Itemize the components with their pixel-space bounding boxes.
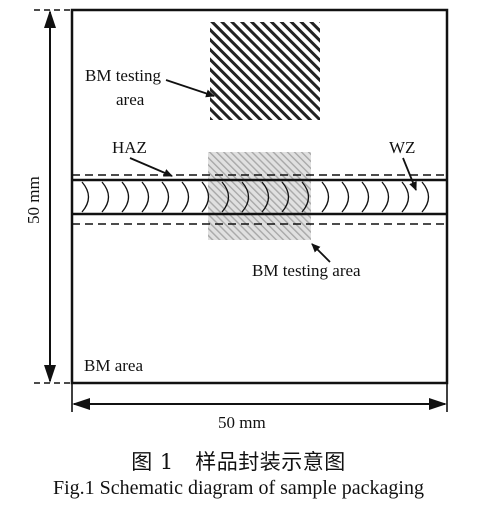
height-arrow-bottom (44, 365, 56, 383)
bm-testing-area-bottom (208, 152, 311, 240)
arrow-bm-testing-bottom (311, 243, 331, 263)
label-bm-testing-top-line1: BM testing (85, 66, 162, 85)
weld-ripple (141, 181, 150, 213)
label-wz: WZ (389, 138, 415, 157)
arrow-wz (402, 157, 417, 191)
weld-ripple (121, 181, 130, 213)
height-arrow-top (44, 10, 56, 28)
weld-ripple (321, 181, 330, 213)
weld-ripple (181, 181, 190, 213)
weld-ripple (281, 181, 290, 213)
weld-ripple (301, 181, 310, 213)
width-arrow-left (72, 398, 90, 410)
arrow-bm-testing-top (165, 79, 215, 98)
figure-caption-chinese: 图 1 样品封装示意图 (131, 450, 346, 474)
weld-ripple (361, 181, 370, 213)
arrow-haz (129, 157, 173, 177)
bm-testing-area-top (210, 22, 320, 120)
label-bm-testing-bottom: BM testing area (252, 261, 361, 280)
weld-ripple (381, 181, 390, 213)
weld-ripple (221, 181, 230, 213)
width-arrow-right (429, 398, 447, 410)
label-haz: HAZ (112, 138, 147, 157)
weld-ripple (101, 181, 110, 213)
sample-outline (70, 8, 449, 385)
figure-caption-english: Fig.1 Schematic diagram of sample packag… (52, 477, 424, 499)
label-height-dimension: 50 mm (24, 176, 43, 224)
weld-ripple (421, 181, 430, 213)
label-bm-area: BM area (84, 356, 143, 375)
label-bm-testing-top-line2: area (116, 90, 145, 109)
weld-ripple (341, 181, 350, 213)
weld-ripple (401, 181, 410, 213)
weld-ripple (241, 181, 250, 213)
weld-ripple (261, 181, 270, 213)
weld-ripple (81, 181, 90, 213)
weld-ripple (201, 181, 210, 213)
label-width-dimension: 50 mm (218, 413, 266, 432)
weld-ripples (81, 181, 430, 213)
weld-ripple (161, 181, 170, 213)
